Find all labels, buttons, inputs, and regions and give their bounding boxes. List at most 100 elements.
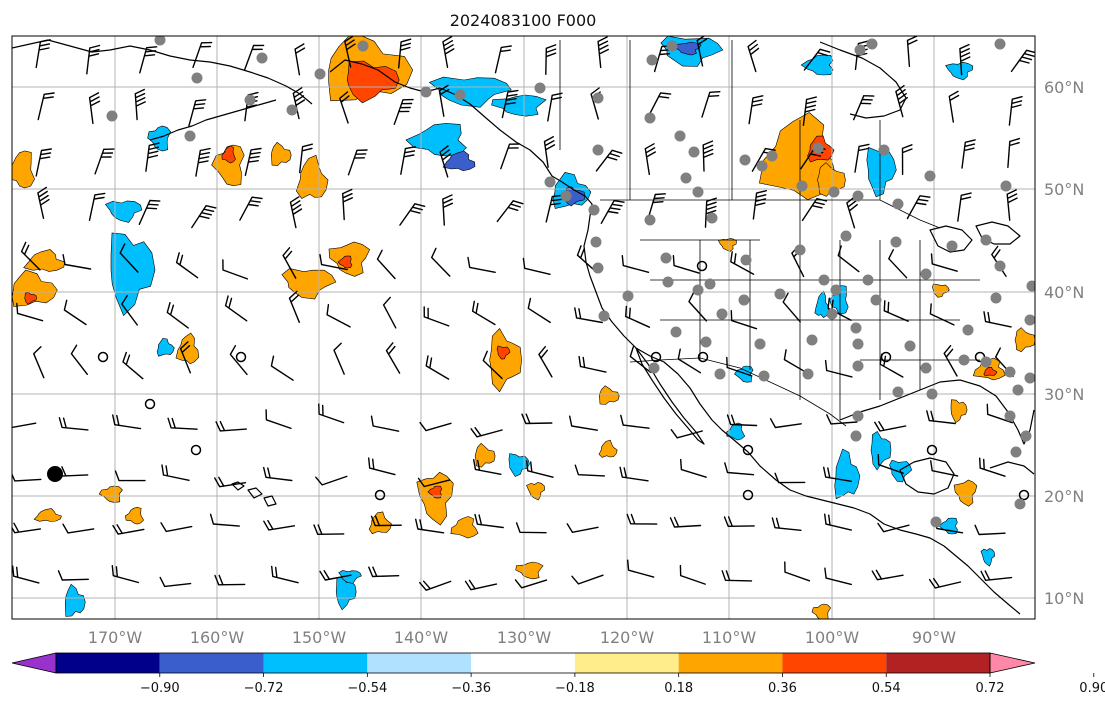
- wind-barb: [239, 196, 263, 221]
- wind-barb: [58, 417, 89, 431]
- wind-barb: [569, 415, 598, 431]
- wind-barb: [926, 410, 956, 425]
- wind-barb: [471, 300, 496, 326]
- station-dot: [692, 284, 704, 296]
- contour-region: [64, 583, 86, 617]
- calm-marker-layer: [97, 260, 1030, 501]
- colorbar-tick-label: −0.72: [244, 681, 284, 696]
- wind-barb: [500, 143, 521, 170]
- wind-barb: [783, 349, 808, 374]
- station-dot: [534, 82, 546, 94]
- wind-barb: [877, 522, 910, 533]
- wind-barb: [12, 565, 40, 584]
- wind-barb: [647, 193, 666, 221]
- contour-region: [870, 430, 892, 471]
- wind-barb: [688, 292, 708, 322]
- wind-barb: [1008, 96, 1023, 126]
- wind-barb: [415, 518, 445, 534]
- lon-tick-label: 100°W: [805, 628, 860, 647]
- wind-barb: [928, 577, 962, 589]
- wind-barb: [209, 513, 240, 527]
- wind-barb: [1007, 137, 1021, 168]
- wind-barb: [883, 300, 909, 322]
- wind-barb: [121, 295, 138, 326]
- colorbar-tick-label: 0.72: [976, 681, 1005, 696]
- wind-barb: [299, 143, 313, 174]
- wind-barb-layer: [12, 36, 1035, 591]
- wind-barb: [957, 192, 972, 222]
- wind-barb: [597, 36, 609, 69]
- calm-wind-circle: [190, 444, 202, 456]
- wind-barb: [20, 241, 41, 271]
- wind-barb: [370, 415, 400, 432]
- wind-barb: [122, 351, 144, 380]
- wind-barb: [721, 570, 753, 582]
- station-dot: [588, 204, 600, 216]
- calm-wind-circle: [144, 398, 156, 410]
- contour-region: [368, 511, 392, 535]
- wind-barb: [339, 91, 350, 124]
- contour-region: [800, 54, 834, 76]
- station-dot: [644, 112, 656, 124]
- station-dot: [962, 324, 974, 336]
- wind-barb: [425, 355, 450, 380]
- station-dot: [544, 176, 556, 188]
- wind-barb: [730, 310, 758, 330]
- station-dot: [946, 240, 958, 252]
- wind-barb: [752, 190, 767, 220]
- contour-region: [270, 141, 292, 166]
- wind-barb: [192, 41, 213, 69]
- contour-region: [12, 269, 58, 307]
- wind-barb: [803, 48, 831, 71]
- lon-tick-label: 110°W: [702, 628, 757, 647]
- wind-barb: [431, 247, 451, 277]
- station-dot: [850, 430, 862, 442]
- wind-barb: [271, 565, 299, 584]
- station-dot: [644, 214, 656, 226]
- alaska-north: [12, 39, 313, 105]
- wind-barb: [943, 345, 958, 377]
- lon-tick-label: 160°W: [190, 628, 245, 647]
- calm-wind-circle: [697, 351, 709, 363]
- wind-barb: [871, 569, 904, 581]
- contour-region: [1014, 327, 1035, 353]
- wind-barb: [214, 574, 246, 586]
- wind-barb: [929, 303, 955, 326]
- wind-barb: [494, 45, 512, 74]
- wind-barb: [244, 147, 262, 176]
- wind-barb: [88, 92, 101, 125]
- station-dot: [590, 236, 602, 248]
- colorbar: −0.90 −0.72 −0.54 −0.36 −0.18 0.18 0.36 0.54 0.7…: [11, 652, 1105, 696]
- colorbar-segment: [574, 653, 679, 673]
- wind-barb: [677, 348, 702, 374]
- wind-barb: [464, 579, 498, 591]
- longitude-axis: 170°W 160°W 150°W 140°W 130°W 120°W 110°W 100°W…: [88, 628, 956, 647]
- wind-barb: [669, 516, 702, 528]
- contour-region: [337, 255, 353, 269]
- station-dot: [852, 338, 864, 350]
- colorbar-segment: [367, 653, 472, 673]
- wind-barb: [442, 194, 454, 226]
- wind-barb: [543, 136, 556, 168]
- station-dot: [766, 150, 778, 162]
- station-dot: [622, 290, 634, 302]
- station-dot: [850, 322, 862, 334]
- wind-barb: [545, 194, 563, 223]
- wind-barb: [979, 457, 1006, 477]
- lon-tick-label: 150°W: [292, 628, 347, 647]
- wind-barb: [547, 92, 563, 122]
- wind-barb: [696, 36, 708, 67]
- wind-barb: [160, 522, 193, 533]
- wind-barb: [288, 290, 300, 323]
- colorbar-tick-label: −0.90: [140, 681, 180, 696]
- colorbar-tick-label: 0.18: [664, 681, 693, 696]
- wind-barb: [514, 579, 548, 589]
- contour-region: [33, 508, 62, 522]
- wind-barb: [368, 457, 396, 476]
- calm-wind-circle: [880, 351, 892, 363]
- wind-barb: [784, 561, 811, 582]
- colorbar-segment: [263, 653, 368, 673]
- station-dot: [191, 72, 203, 84]
- station-dot: [924, 170, 936, 182]
- wind-barb: [824, 513, 852, 531]
